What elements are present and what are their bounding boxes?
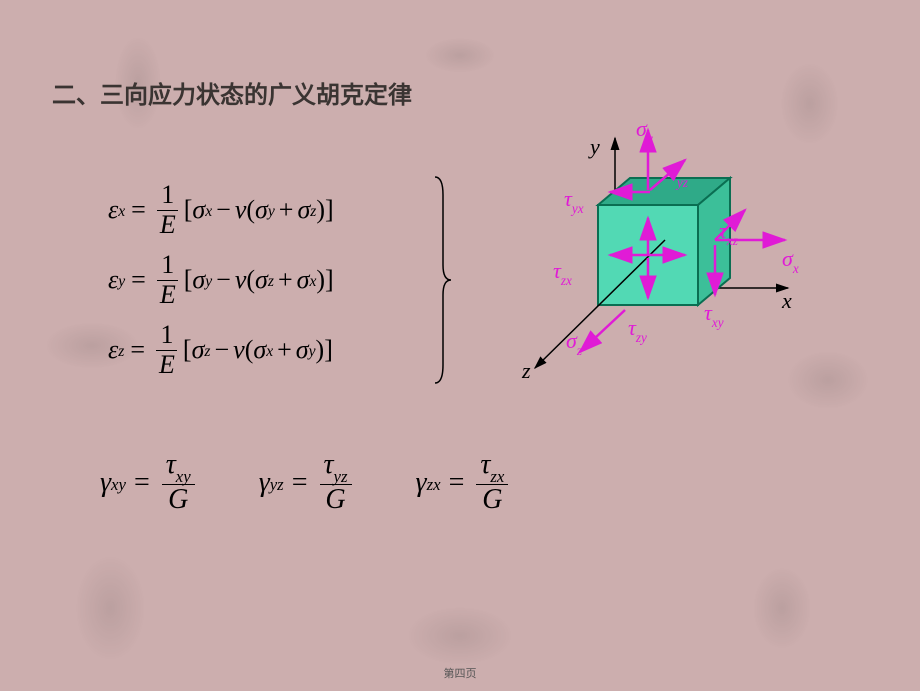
axis-label-y: y: [590, 134, 600, 160]
stress-label-sy: σy: [636, 116, 653, 145]
stress-label-syz: τyz: [669, 160, 688, 189]
sub: x: [118, 203, 125, 221]
stress-label-sxy: τxy: [704, 300, 724, 329]
stress-label-syx: τyx: [564, 186, 584, 215]
eq-gamma-xy: γxy = τxy G: [100, 450, 199, 516]
stress-cube-diagram: y x z σyτyz τyx τxz σx τzx τxy τzy σz: [520, 110, 820, 390]
stress-label-szx: τzx: [553, 258, 572, 287]
axis-label-z: z: [522, 358, 531, 384]
shear-strain-equations: γxy = τxy G γyz = τyz G γzx = τzx G: [100, 450, 512, 516]
eq-epsilon-y: εy = 1E [ σy − ν ( σz + σx ) ]: [108, 245, 334, 315]
sym: ε: [108, 195, 118, 225]
stress-label-sx: σx: [782, 246, 799, 275]
eq-gamma-zx: γzx = τzx G: [416, 450, 513, 516]
eq-epsilon-x: εx = 1E [ σx − ν ( σy + σz ) ]: [108, 175, 334, 245]
stress-label-sxz: τxz: [719, 218, 738, 247]
axis-label-x: x: [782, 288, 792, 314]
eq-epsilon-z: εz = 1E [ σz − ν ( σx + σy ) ]: [108, 315, 334, 385]
cube-svg: [520, 110, 820, 390]
normal-strain-equations: εx = 1E [ σx − ν ( σy + σz ) ] εy = 1E […: [108, 175, 334, 385]
frac: 1E: [156, 181, 180, 239]
page-title: 二、三向应力状态的广义胡克定律: [52, 75, 412, 110]
equals: =: [131, 195, 146, 225]
stress-label-sz: σz: [566, 328, 582, 357]
stress-label-szy: τzy: [628, 315, 647, 344]
eq-gamma-yz: γyz = τyz G: [259, 450, 356, 516]
page-footer: 第四页: [0, 665, 920, 681]
